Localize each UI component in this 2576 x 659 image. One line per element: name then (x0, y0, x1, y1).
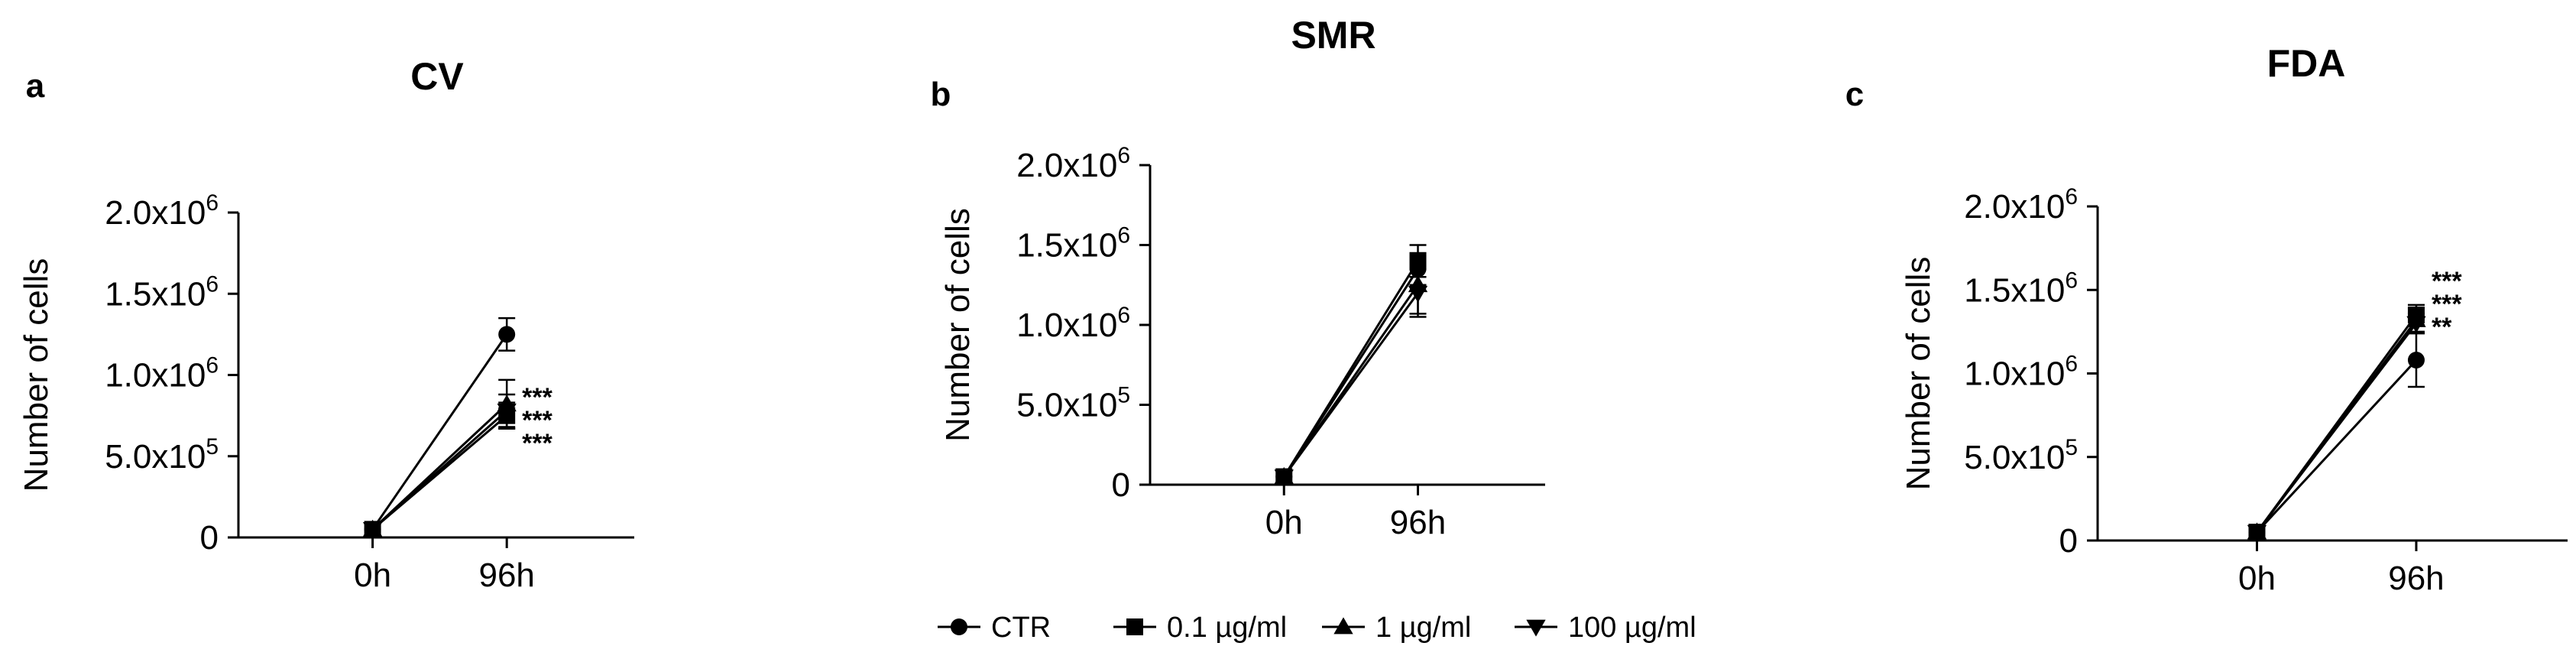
significance-marker: ** (2432, 313, 2452, 342)
data-point (2247, 524, 2267, 542)
data-point (2406, 316, 2426, 333)
legend-item: 1 µg/ml (1322, 612, 1471, 644)
y-tick-label: 2.0x106 (1964, 184, 2078, 226)
panel-letter: b (931, 76, 951, 113)
x-tick-label: 96h (478, 557, 534, 594)
panel-letter: c (1845, 76, 1864, 113)
y-tick-label: 0 (2059, 522, 2078, 560)
data-point (2407, 352, 2425, 369)
legend: CTR 0.1 µg/ml 1 µg/ml 100 µg/ml (938, 612, 1696, 644)
significance-marker: *** (2432, 290, 2462, 319)
y-tick-label: 0 (200, 519, 219, 557)
y-tick-label: 1.5x106 (1016, 223, 1130, 265)
data-point (1274, 469, 1294, 487)
series-line (371, 333, 508, 531)
legend-marker (1126, 618, 1143, 635)
y-tick-label: 5.0x105 (105, 434, 219, 476)
data-point (498, 326, 516, 343)
x-tick-label: 0h (1265, 504, 1303, 541)
y-axis-label: Number of cells (939, 208, 977, 442)
chart-title: FDA (2267, 42, 2346, 85)
panel-letter: a (26, 67, 45, 105)
y-tick-label: 1.5x106 (1964, 268, 2078, 309)
series-line (2256, 359, 2418, 534)
y-tick-label: 1.0x106 (105, 353, 219, 394)
chart-panel-a: CV a 0 5.0x105 1.0x106 1.5x106 2.0x106 0h 96h Num… (18, 55, 634, 594)
legend-label: CTR (991, 612, 1051, 644)
x-tick-label: 0h (354, 557, 391, 594)
y-axis-label: Number of cells (18, 258, 55, 492)
significance-marker: *** (522, 429, 552, 458)
x-tick-label: 96h (2388, 560, 2444, 597)
chart-title: SMR (1291, 14, 1375, 57)
series-line (2256, 323, 2418, 533)
data-point (362, 522, 383, 540)
legend-marker (1333, 617, 1353, 635)
legend-label: 1 µg/ml (1375, 612, 1471, 644)
significance-marker: *** (522, 383, 552, 412)
chart-panel-c: FDA c 0 5.0x105 1.0x106 1.5x106 2.0x106 0h 96h Nu… (1845, 42, 2568, 597)
y-tick-label: 5.0x105 (1964, 435, 2078, 476)
x-tick-label: 0h (2238, 560, 2276, 597)
series-line (1282, 260, 1419, 478)
y-tick-label: 2.0x106 (1016, 143, 1130, 184)
y-tick-label: 1.5x106 (105, 271, 219, 313)
chart-title: CV (410, 55, 464, 98)
legend-marker (1526, 619, 1546, 637)
chart-panel-b: SMR b 0 5.0x105 1.0x106 1.5x106 2.0x106 0h 96h Nu… (931, 14, 1545, 541)
y-tick-label: 0 (1112, 466, 1130, 504)
y-tick-label: 5.0x105 (1016, 383, 1130, 424)
y-tick-label: 1.0x106 (1016, 303, 1130, 344)
y-axis-label: Number of cells (1900, 257, 1937, 491)
data-point (1408, 285, 1428, 303)
y-tick-label: 1.0x106 (1964, 352, 2078, 393)
series-line (371, 410, 508, 531)
significance-marker: *** (522, 406, 552, 435)
series-line (1283, 292, 1419, 478)
x-tick-label: 96h (1390, 504, 1446, 541)
legend-item: 0.1 µg/ml (1113, 612, 1287, 644)
significance-marker: *** (2432, 267, 2462, 296)
y-tick-label: 2.0x106 (105, 190, 219, 232)
data-point (497, 403, 517, 420)
legend-item: 100 µg/ml (1515, 612, 1696, 644)
legend-label: 0.1 µg/ml (1167, 612, 1287, 644)
legend-marker (951, 618, 967, 635)
legend-item: CTR (938, 612, 1051, 644)
legend-label: 100 µg/ml (1568, 612, 1696, 644)
